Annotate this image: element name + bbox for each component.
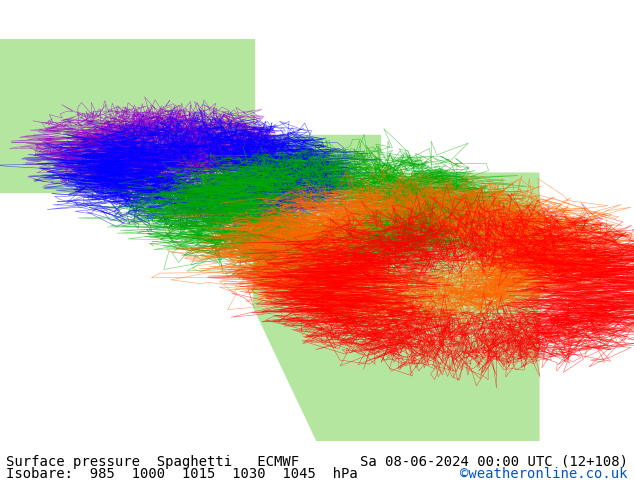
Text: Isobare:  985  1000  1015  1030  1045  hPa: Isobare: 985 1000 1015 1030 1045 hPa <box>6 467 358 481</box>
Polygon shape <box>190 135 285 211</box>
Polygon shape <box>0 39 380 192</box>
Polygon shape <box>254 173 539 441</box>
Text: ©weatheronline.co.uk: ©weatheronline.co.uk <box>460 467 628 481</box>
Text: Sa 08-06-2024 00:00 UTC (12+108): Sa 08-06-2024 00:00 UTC (12+108) <box>359 455 628 469</box>
Text: Surface pressure  Spaghetti   ECMWF: Surface pressure Spaghetti ECMWF <box>6 455 299 469</box>
